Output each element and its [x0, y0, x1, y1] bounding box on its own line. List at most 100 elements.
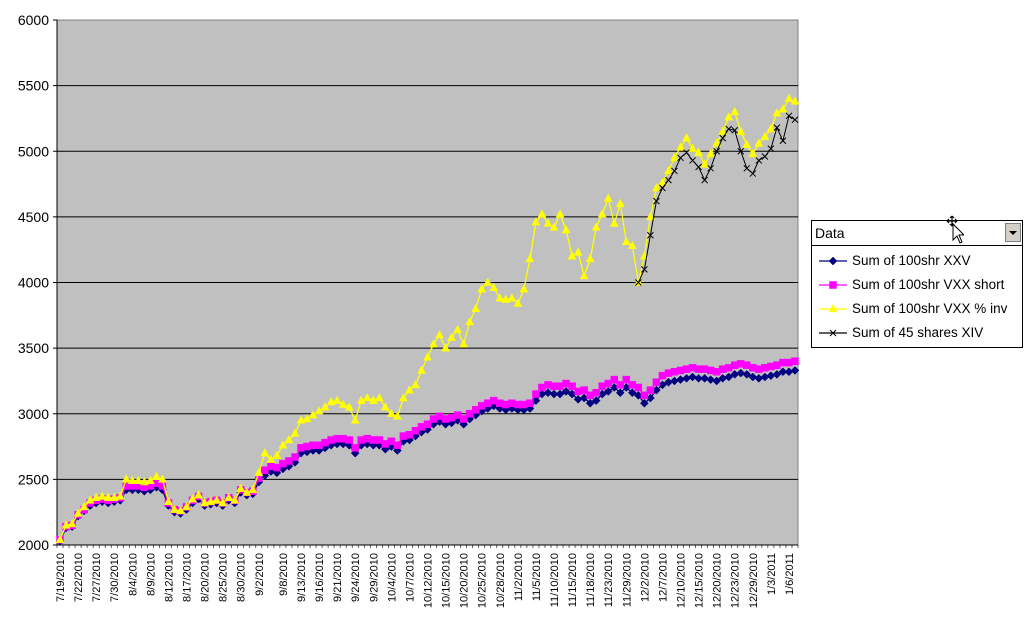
x-tick-label: 12/15/2010 [694, 553, 706, 608]
data-point [471, 303, 481, 312]
data-point [829, 281, 837, 289]
data-point [610, 375, 619, 384]
data-point [441, 343, 450, 352]
x-tick-label: 11/29/2010 [621, 553, 633, 607]
data-point [742, 370, 752, 379]
x-tick-label: 8/17/2010 [182, 553, 194, 602]
data-point [635, 279, 642, 286]
data-point [344, 402, 354, 411]
data-point [368, 395, 378, 404]
data-point [664, 165, 673, 175]
legend-swatch-xiv [819, 329, 847, 337]
x-tick-label: 10/20/2010 [459, 553, 471, 608]
chevron-down-icon [1009, 231, 1017, 235]
data-point [724, 112, 734, 121]
data-point [374, 392, 384, 402]
data-point [465, 410, 474, 418]
data-point [387, 437, 396, 446]
x-tick-label: 12/10/2010 [676, 553, 688, 608]
data-point [55, 534, 65, 543]
legend-item: Sum of 45 shares XIV [812, 321, 1022, 345]
legend-swatch-xxv [819, 256, 847, 266]
data-point [736, 126, 746, 135]
data-point [640, 398, 649, 408]
data-point [790, 366, 800, 375]
data-point [603, 193, 613, 202]
data-point [706, 375, 715, 384]
legend-swatch-vxx-short [819, 281, 847, 289]
data-point [453, 324, 463, 333]
data-point [604, 379, 612, 388]
data-point [103, 492, 113, 501]
x-tick-label: 1/3/2011 [766, 553, 778, 595]
data-point [61, 520, 71, 529]
data-point [543, 388, 553, 398]
data-point [748, 372, 758, 382]
data-point [616, 381, 625, 389]
data-point [338, 399, 348, 408]
x-tick-label: 7/30/2010 [109, 553, 121, 602]
data-point [712, 376, 722, 386]
x-tick-label: 8/25/2010 [218, 553, 230, 602]
data-point [284, 434, 294, 444]
data-point [356, 395, 366, 404]
x-tick-label: 12/20/2010 [712, 553, 724, 608]
x-tick-label: 9/29/2010 [368, 553, 380, 602]
data-point [731, 126, 739, 134]
x-tick-label: 10/4/2010 [386, 553, 398, 602]
series-3 [635, 112, 799, 286]
data-point [291, 453, 299, 461]
data-point [718, 126, 728, 135]
data-point [525, 253, 535, 263]
x-tick-label: 8/30/2010 [236, 553, 248, 602]
data-point [362, 392, 372, 402]
data-point [688, 372, 697, 382]
x-tick-label: 12/2/2010 [639, 553, 651, 602]
data-point [97, 491, 107, 500]
data-point [345, 436, 353, 444]
data-point [170, 504, 179, 513]
data-point [737, 147, 745, 155]
data-point [194, 490, 203, 499]
x-tick-label: 7/22/2010 [73, 553, 85, 602]
data-point [91, 492, 101, 501]
data-point [627, 240, 637, 249]
data-point [260, 448, 270, 457]
x-tick-label: 9/13/2010 [296, 553, 308, 602]
data-point [665, 176, 672, 184]
x-tick-label: 7/27/2010 [91, 553, 103, 602]
x-tick-label: 9/8/2010 [278, 553, 290, 596]
data-point [507, 293, 517, 302]
legend-body: Sum of 100shr XXV Sum of 100shr VXX shor… [812, 246, 1022, 347]
legend-item: Sum of 100shr XXV [812, 249, 1022, 273]
data-point [398, 392, 408, 402]
data-point [653, 197, 660, 205]
data-point [411, 427, 420, 435]
data-point [829, 329, 837, 337]
data-point [489, 282, 499, 291]
data-point [773, 124, 781, 131]
data-point [622, 375, 631, 384]
data-point [725, 125, 733, 133]
x-tick-label: 10/7/2010 [404, 553, 416, 602]
legend-dropdown-button[interactable] [1005, 223, 1021, 242]
legend-label: Sum of 100shr VXX short [852, 277, 1005, 292]
data-point [248, 484, 258, 494]
legend-header[interactable]: Data [812, 221, 1022, 246]
data-point [730, 106, 740, 116]
data-point [779, 137, 787, 145]
data-point [537, 209, 547, 218]
data-point [429, 339, 438, 348]
y-tick-label: 5500 [18, 78, 49, 94]
data-point [676, 142, 685, 151]
x-tick-label: 1/6/2011 [784, 553, 796, 595]
data-point [459, 339, 469, 348]
data-point [483, 277, 493, 286]
data-point [755, 157, 763, 164]
legend: Data Sum of 100shr XXV Sum of 100shr VXX… [811, 220, 1023, 348]
data-point [471, 406, 480, 414]
data-point [713, 147, 721, 155]
data-point [706, 148, 716, 158]
x-axis: 7/19/2010 7/22/2010 7/27/2010 7/30/2010 8/4/… [55, 544, 799, 608]
